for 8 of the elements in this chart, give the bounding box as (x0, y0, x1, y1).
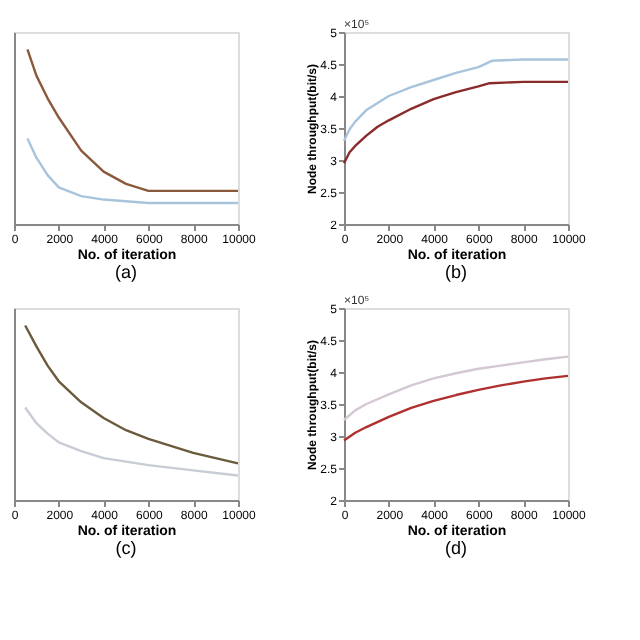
text: (b) (445, 262, 467, 282)
line-series (342, 58, 570, 142)
text: (a) (115, 262, 137, 282)
text: (d) (445, 538, 467, 558)
text: (c) (115, 538, 137, 558)
line-series (342, 374, 570, 442)
line-series (342, 80, 570, 165)
line-series (342, 355, 570, 422)
